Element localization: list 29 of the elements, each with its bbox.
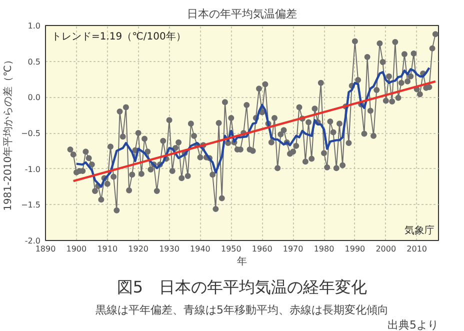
- x-tick-label: 1910: [97, 244, 118, 254]
- x-tick-label: 1890: [35, 244, 56, 254]
- annotation: 気象庁: [404, 224, 434, 236]
- y-axis-title: 1981-2010年平均からの差（℃）: [2, 55, 14, 211]
- y-tick-label: 0.0: [28, 93, 41, 102]
- y-tick-label: 0.5: [28, 57, 41, 66]
- text: 黒線は平年偏差、青線は5年移動平均、赤線は長期変化傾向: [96, 304, 388, 316]
- y-tick-label: −1.5: [21, 200, 41, 210]
- text: 出典5より: [388, 318, 438, 331]
- x-tick-label: 1980: [314, 244, 334, 254]
- x-tick-label: 1930: [159, 244, 180, 254]
- x-tick-label: 1940: [190, 244, 210, 254]
- y-tick-label: −0.5: [21, 129, 41, 138]
- y-tick-label: 1.0: [28, 22, 41, 30]
- x-axis-title: 年: [237, 256, 247, 268]
- annotation: トレンド=1.19（℃/100年）: [52, 30, 186, 42]
- x-tick-label: 1900: [66, 244, 87, 254]
- x-tick-label: 1990: [344, 244, 366, 254]
- caption: 図5 日本の年平均気温の経年変化: [116, 278, 368, 296]
- y-tick-label: -2.0: [24, 236, 40, 246]
- x-tick-label: 1960: [252, 244, 272, 254]
- x-tick-label: 2000: [376, 244, 396, 254]
- chart-title: 日本の年平均気温偏差: [187, 8, 297, 20]
- x-tick-label: 1970: [282, 244, 304, 254]
- x-tick-label: 1920: [128, 244, 149, 254]
- y-tick-label: -1.0: [24, 164, 40, 174]
- x-tick-label: 1950: [220, 244, 242, 254]
- x-tick-label: 2010: [406, 244, 428, 254]
- line-series: [75, 66, 430, 188]
